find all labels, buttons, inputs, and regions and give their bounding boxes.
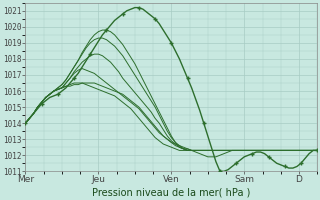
X-axis label: Pression niveau de la mer( hPa ): Pression niveau de la mer( hPa )	[92, 187, 251, 197]
